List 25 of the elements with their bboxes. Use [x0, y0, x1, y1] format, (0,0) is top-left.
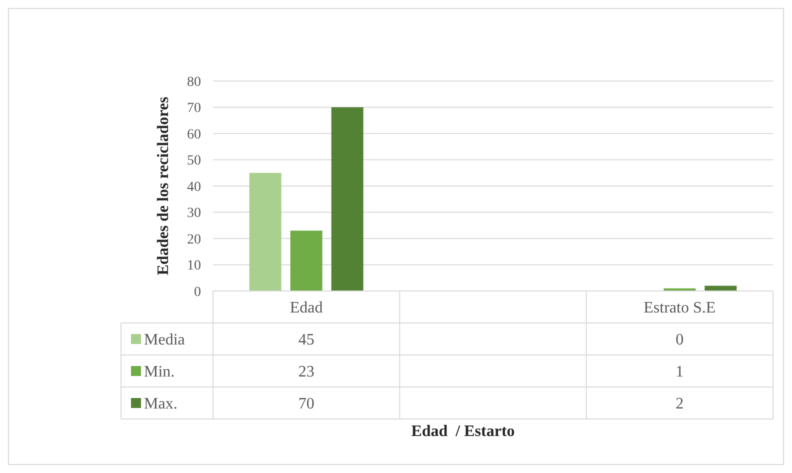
- legend-label: Media: [144, 332, 185, 349]
- y-tick-label: 20: [187, 232, 201, 248]
- y-tick-label: 30: [187, 206, 201, 222]
- bar: [249, 172, 282, 291]
- data-label: 1: [676, 364, 684, 381]
- y-tick-label: 60: [187, 127, 201, 142]
- y-tick-label: 80: [187, 74, 201, 90]
- legend-label: Max.: [144, 396, 178, 413]
- bar: [290, 230, 322, 291]
- x-tick-label: Edad: [290, 300, 323, 317]
- text: Edad / Estarto: [411, 423, 515, 440]
- data-label: 45: [298, 332, 314, 349]
- bar: [331, 107, 364, 291]
- y-axis-title: Edades de los recicladores: [155, 96, 172, 276]
- data-label: 0: [676, 332, 684, 349]
- data-label: 70: [298, 396, 314, 413]
- y-tick-label: 0: [194, 284, 201, 300]
- y-tick-label: 10: [187, 258, 201, 274]
- legend-label: Min.: [144, 364, 175, 381]
- y-tick-label: 50: [187, 154, 201, 169]
- x-tick-label: Estrato S.E: [644, 300, 716, 317]
- data-label: 23: [298, 364, 314, 381]
- y-tick-label: 40: [187, 180, 201, 195]
- data-label: 2: [676, 396, 684, 413]
- y-tick-label: 70: [187, 101, 201, 116]
